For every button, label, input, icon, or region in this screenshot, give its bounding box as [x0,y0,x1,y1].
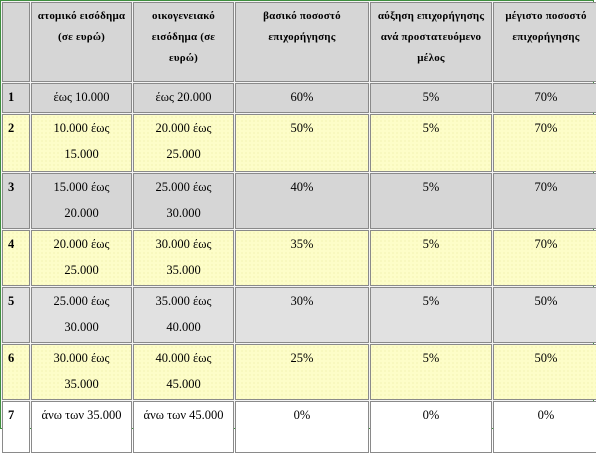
header-row: ατομικό εισόδημα (σε ευρώ) οικογενειακό … [2,2,596,82]
table-row: 6 30.000 έως 35.000 40.000 έως 45.000 25… [2,344,596,400]
row-index: 2 [2,114,30,172]
row-index: 3 [2,173,30,229]
max-rate-cell: 70% [493,114,596,172]
table-row: 4 20.000 έως 25.000 30.000 έως 35.000 35… [2,230,596,286]
base-rate-cell: 35% [235,230,369,286]
row-index: 4 [2,230,30,286]
table-row: 1 έως 10.000 έως 20.000 60% 5% 70% [2,83,596,113]
table-row: 3 15.000 έως 20.000 25.000 έως 30.000 40… [2,173,596,229]
family-income-cell: 30.000 έως 35.000 [133,230,234,286]
row-index: 5 [2,287,30,343]
individual-income-cell: 10.000 έως 15.000 [31,114,132,172]
increase-cell: 5% [370,344,492,400]
individual-income-cell: 30.000 έως 35.000 [31,344,132,400]
header-base-rate: βασικό ποσοστό επιχορήγησης [235,2,369,82]
max-rate-cell: 70% [493,83,596,113]
increase-cell: 5% [370,230,492,286]
individual-income-cell: άνω των 35.000 [31,401,132,453]
table-row: 2 10.000 έως 15.000 20.000 έως 25.000 50… [2,114,596,172]
family-income-cell: 20.000 έως 25.000 [133,114,234,172]
individual-income-cell: έως 10.000 [31,83,132,113]
increase-cell: 5% [370,173,492,229]
header-max-rate: μέγιστο ποσοστό επιχορήγησης [493,2,596,82]
row-index: 7 [2,401,30,453]
family-income-cell: 35.000 έως 40.000 [133,287,234,343]
header-index [2,2,30,82]
family-income-cell: άνω των 45.000 [133,401,234,453]
base-rate-cell: 25% [235,344,369,400]
header-individual-income: ατομικό εισόδημα (σε ευρώ) [31,2,132,82]
header-increase-per-dependent: αύξηση επιχορήγησης ανά προστατευόμενο μ… [370,2,492,82]
increase-cell: 5% [370,83,492,113]
family-income-cell: έως 20.000 [133,83,234,113]
base-rate-cell: 60% [235,83,369,113]
individual-income-cell: 20.000 έως 25.000 [31,230,132,286]
increase-cell: 5% [370,114,492,172]
table-row: 5 25.000 έως 30.000 35.000 έως 40.000 30… [2,287,596,343]
max-rate-cell: 70% [493,173,596,229]
family-income-cell: 40.000 έως 45.000 [133,344,234,400]
max-rate-cell: 50% [493,344,596,400]
base-rate-cell: 50% [235,114,369,172]
max-rate-cell: 70% [493,230,596,286]
increase-cell: 0% [370,401,492,453]
family-income-cell: 25.000 έως 30.000 [133,173,234,229]
individual-income-cell: 25.000 έως 30.000 [31,287,132,343]
max-rate-cell: 0% [493,401,596,453]
table-row: 7 άνω των 35.000 άνω των 45.000 0% 0% 0% [2,401,596,453]
base-rate-cell: 40% [235,173,369,229]
header-family-income: οικογενειακό εισόδημα (σε ευρώ) [133,2,234,82]
increase-cell: 5% [370,287,492,343]
base-rate-cell: 30% [235,287,369,343]
base-rate-cell: 0% [235,401,369,453]
row-index: 1 [2,83,30,113]
row-index: 6 [2,344,30,400]
max-rate-cell: 50% [493,287,596,343]
individual-income-cell: 15.000 έως 20.000 [31,173,132,229]
